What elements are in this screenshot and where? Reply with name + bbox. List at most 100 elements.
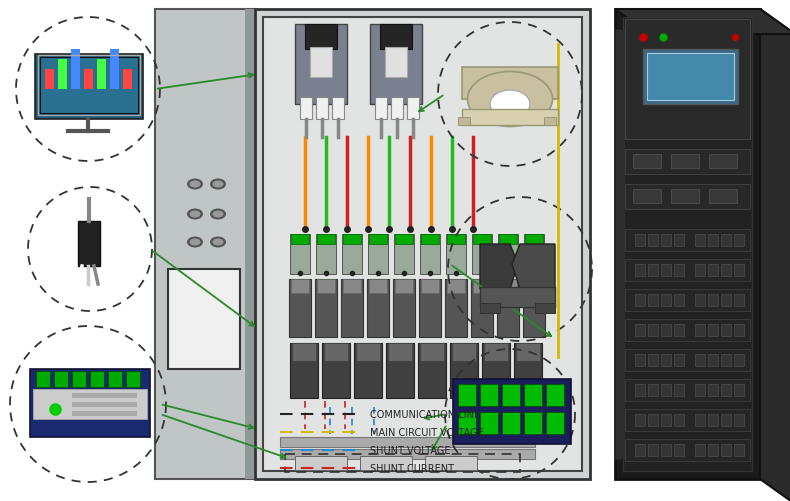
FancyBboxPatch shape xyxy=(625,379,750,401)
FancyBboxPatch shape xyxy=(625,319,750,341)
FancyBboxPatch shape xyxy=(635,234,645,246)
Ellipse shape xyxy=(187,237,203,248)
FancyBboxPatch shape xyxy=(708,265,718,277)
Text: MAIN CIRCUIT VOLTAGE: MAIN CIRCUIT VOLTAGE xyxy=(370,427,483,437)
FancyBboxPatch shape xyxy=(648,234,658,246)
FancyBboxPatch shape xyxy=(425,456,477,470)
FancyBboxPatch shape xyxy=(354,343,382,398)
FancyBboxPatch shape xyxy=(295,456,347,470)
FancyBboxPatch shape xyxy=(395,234,413,244)
FancyBboxPatch shape xyxy=(367,280,389,337)
FancyBboxPatch shape xyxy=(674,324,684,336)
FancyBboxPatch shape xyxy=(635,265,645,277)
FancyBboxPatch shape xyxy=(72,393,137,398)
FancyBboxPatch shape xyxy=(30,369,150,437)
FancyBboxPatch shape xyxy=(45,70,54,90)
FancyBboxPatch shape xyxy=(625,349,750,371)
FancyBboxPatch shape xyxy=(633,189,661,203)
FancyBboxPatch shape xyxy=(635,444,645,456)
FancyBboxPatch shape xyxy=(342,234,362,275)
FancyBboxPatch shape xyxy=(695,384,705,396)
FancyBboxPatch shape xyxy=(450,343,478,398)
FancyBboxPatch shape xyxy=(695,234,705,246)
Ellipse shape xyxy=(190,181,201,188)
FancyBboxPatch shape xyxy=(72,411,137,416)
FancyBboxPatch shape xyxy=(708,324,718,336)
FancyBboxPatch shape xyxy=(480,288,555,308)
FancyBboxPatch shape xyxy=(498,234,518,275)
FancyBboxPatch shape xyxy=(317,280,335,294)
FancyBboxPatch shape xyxy=(625,185,750,209)
FancyBboxPatch shape xyxy=(514,343,542,398)
FancyBboxPatch shape xyxy=(310,48,332,78)
FancyBboxPatch shape xyxy=(615,30,625,459)
Text: COMMUNICATION LINE: COMMUNICATION LINE xyxy=(370,409,480,419)
FancyBboxPatch shape xyxy=(290,234,310,275)
FancyBboxPatch shape xyxy=(546,412,564,434)
FancyBboxPatch shape xyxy=(291,280,309,294)
FancyBboxPatch shape xyxy=(343,234,361,244)
Ellipse shape xyxy=(187,179,203,190)
FancyBboxPatch shape xyxy=(482,343,510,398)
FancyBboxPatch shape xyxy=(661,265,671,277)
FancyBboxPatch shape xyxy=(623,18,752,471)
FancyBboxPatch shape xyxy=(647,54,734,101)
FancyBboxPatch shape xyxy=(674,295,684,307)
FancyBboxPatch shape xyxy=(734,444,744,456)
FancyBboxPatch shape xyxy=(360,456,412,470)
Polygon shape xyxy=(615,10,790,35)
FancyBboxPatch shape xyxy=(445,280,467,337)
FancyBboxPatch shape xyxy=(421,234,439,244)
FancyBboxPatch shape xyxy=(471,280,493,337)
FancyBboxPatch shape xyxy=(524,384,542,406)
FancyBboxPatch shape xyxy=(375,98,387,120)
FancyBboxPatch shape xyxy=(35,55,143,120)
FancyBboxPatch shape xyxy=(356,343,380,361)
FancyBboxPatch shape xyxy=(394,234,414,275)
FancyBboxPatch shape xyxy=(648,444,658,456)
Ellipse shape xyxy=(187,209,203,220)
FancyBboxPatch shape xyxy=(84,70,93,90)
FancyBboxPatch shape xyxy=(421,280,439,294)
FancyBboxPatch shape xyxy=(708,414,718,426)
FancyBboxPatch shape xyxy=(721,265,731,277)
FancyBboxPatch shape xyxy=(721,295,731,307)
Ellipse shape xyxy=(213,239,224,246)
FancyBboxPatch shape xyxy=(447,234,465,244)
FancyBboxPatch shape xyxy=(661,444,671,456)
FancyBboxPatch shape xyxy=(458,118,470,126)
FancyBboxPatch shape xyxy=(305,25,337,50)
FancyBboxPatch shape xyxy=(674,234,684,246)
FancyBboxPatch shape xyxy=(671,189,699,203)
FancyBboxPatch shape xyxy=(635,414,645,426)
FancyBboxPatch shape xyxy=(734,324,744,336)
FancyBboxPatch shape xyxy=(625,260,750,282)
FancyBboxPatch shape xyxy=(453,379,571,444)
FancyBboxPatch shape xyxy=(393,280,415,337)
FancyBboxPatch shape xyxy=(674,354,684,366)
FancyBboxPatch shape xyxy=(661,384,671,396)
FancyBboxPatch shape xyxy=(625,439,750,461)
FancyBboxPatch shape xyxy=(255,10,590,479)
FancyBboxPatch shape xyxy=(734,265,744,277)
FancyBboxPatch shape xyxy=(525,280,543,294)
FancyBboxPatch shape xyxy=(695,444,705,456)
FancyBboxPatch shape xyxy=(721,444,731,456)
FancyBboxPatch shape xyxy=(709,155,737,169)
Text: SHUNT CURRENT: SHUNT CURRENT xyxy=(370,463,454,473)
FancyBboxPatch shape xyxy=(480,412,498,434)
FancyBboxPatch shape xyxy=(332,98,344,120)
FancyBboxPatch shape xyxy=(708,444,718,456)
FancyBboxPatch shape xyxy=(40,58,138,114)
FancyBboxPatch shape xyxy=(452,343,476,361)
FancyBboxPatch shape xyxy=(54,371,68,387)
FancyBboxPatch shape xyxy=(280,449,535,459)
FancyBboxPatch shape xyxy=(291,234,309,244)
Ellipse shape xyxy=(210,237,226,248)
Polygon shape xyxy=(155,10,255,479)
FancyBboxPatch shape xyxy=(33,389,147,419)
FancyBboxPatch shape xyxy=(625,20,750,140)
FancyBboxPatch shape xyxy=(108,371,122,387)
FancyBboxPatch shape xyxy=(446,234,466,275)
Ellipse shape xyxy=(210,179,226,190)
